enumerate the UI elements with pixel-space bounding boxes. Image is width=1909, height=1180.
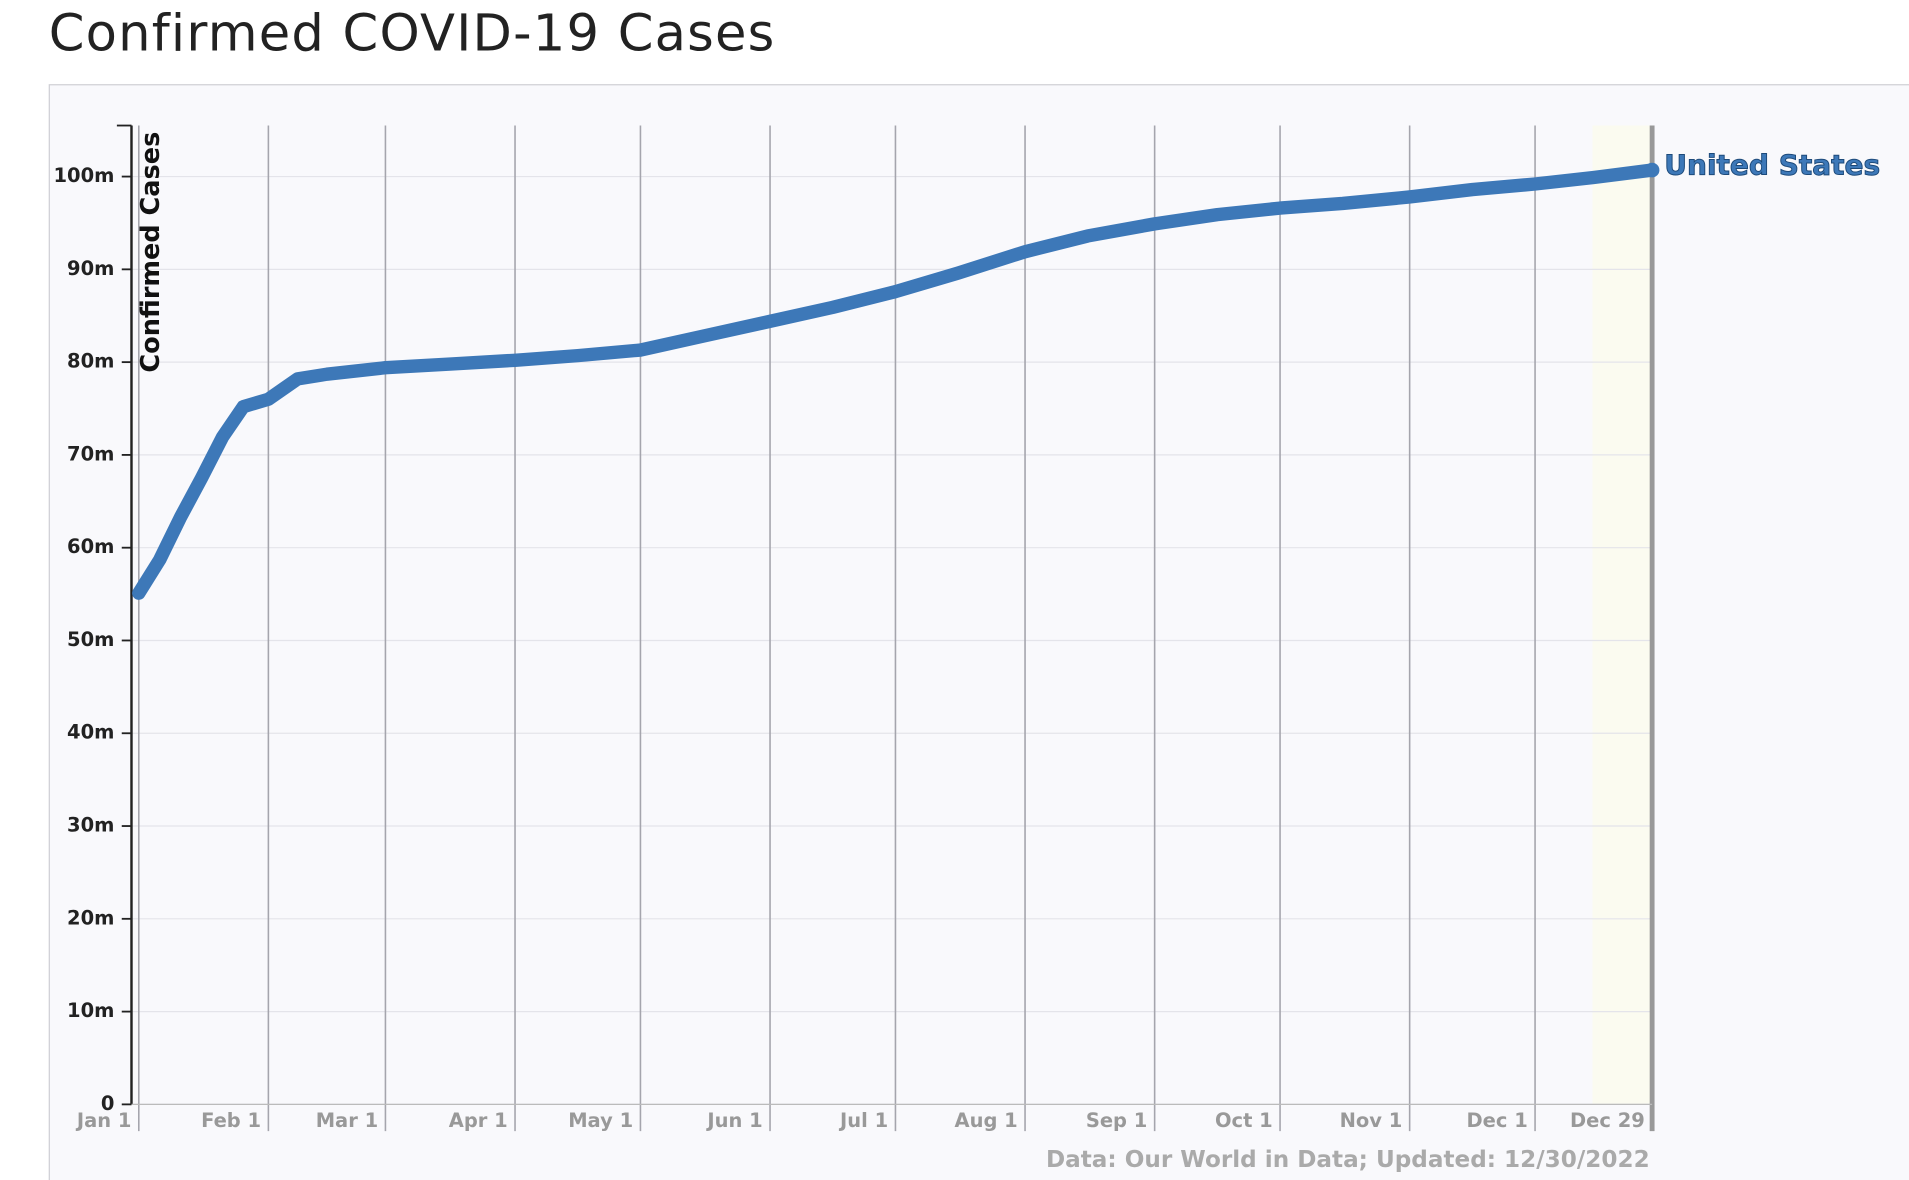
y-tick-label: 60m: [67, 535, 114, 558]
x-tick-label: Jan 1: [75, 1109, 132, 1132]
end-point: [1644, 162, 1660, 178]
y-axis-label: Confirmed Cases: [136, 132, 166, 373]
y-tick-label: 0: [101, 1092, 115, 1115]
plot: United States: [132, 148, 1881, 600]
y-tick-label: 30m: [67, 814, 114, 837]
y-tick-label: 40m: [67, 721, 114, 744]
x-tick-label: Dec 1: [1467, 1109, 1528, 1132]
x-tick-label: Dec 29: [1570, 1109, 1645, 1132]
y-tick-label: 10m: [67, 999, 114, 1022]
source: Data: Our World in Data; Updated: 12/30/…: [1046, 1147, 1650, 1173]
x-tick-label: Nov 1: [1340, 1109, 1403, 1132]
shade: [1592, 125, 1653, 1105]
x-tick-label: Oct 1: [1215, 1109, 1273, 1132]
x-tick-label: Jul 1: [838, 1109, 888, 1132]
x-tick-label: Feb 1: [201, 1109, 261, 1132]
y-tick-label: 100m: [54, 164, 115, 187]
x-tick-label: Sep 1: [1086, 1109, 1148, 1132]
x-tick-label: Mar 1: [316, 1109, 378, 1132]
chart-title: Confirmed COVID-19 Cases: [49, 5, 776, 64]
x-tick-label: May 1: [568, 1109, 633, 1132]
x-tick-label: Aug 1: [955, 1109, 1018, 1132]
y-tick-label: 90m: [67, 257, 114, 280]
y-tick-label: 70m: [67, 442, 114, 465]
y-tick-label: 50m: [67, 628, 114, 651]
series-line: [132, 163, 1659, 600]
x-tick-label: Apr 1: [449, 1109, 508, 1132]
series-label: United States: [1664, 148, 1880, 181]
y-tick-label: 80m: [67, 350, 114, 373]
y-tick-label: 20m: [67, 906, 114, 929]
x-tick-label: Jun 1: [705, 1109, 762, 1132]
